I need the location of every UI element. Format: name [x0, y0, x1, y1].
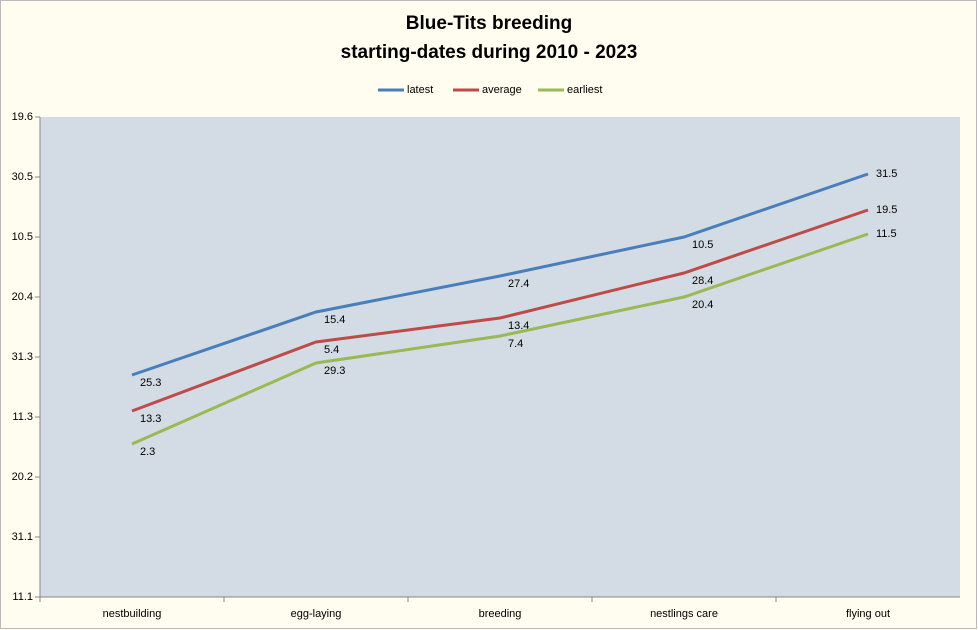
legend-label: earliest [567, 84, 602, 96]
data-label: 13.4 [508, 320, 529, 332]
x-tick-label: breeding [479, 608, 522, 620]
data-label: 28.4 [692, 275, 713, 287]
y-tick-label: 30.5 [12, 171, 33, 183]
data-label: 2.3 [140, 446, 155, 458]
chart-title: Blue-Tits breeding [406, 13, 572, 34]
chart-title: starting-dates during 2010 - 2023 [341, 42, 638, 63]
series-line [131, 172, 869, 377]
data-label: 5.4 [324, 344, 339, 356]
y-tick-label: 19.6 [12, 111, 33, 123]
data-label: 31.5 [876, 168, 897, 180]
y-tick-label: 10.5 [12, 231, 33, 243]
y-tick-label: 11.1 [12, 591, 33, 603]
y-tick-label: 31.3 [12, 351, 33, 363]
y-tick-label: 31.1 [12, 531, 33, 543]
data-label: 27.4 [508, 278, 529, 290]
x-tick-label: egg-laying [291, 608, 342, 620]
data-label: 15.4 [324, 314, 345, 326]
legend-label: latest [407, 84, 433, 96]
data-label: 7.4 [508, 338, 523, 350]
plot-area [40, 117, 960, 597]
x-tick-label: flying out [846, 608, 890, 620]
data-label: 20.4 [692, 299, 713, 311]
data-label: 13.3 [140, 413, 161, 425]
y-tick-label: 11.3 [12, 411, 33, 423]
series-line [131, 232, 869, 446]
x-tick-label: nestbuilding [103, 608, 162, 620]
x-tick-label: nestlings care [650, 608, 718, 620]
y-tick-label: 20.4 [12, 291, 33, 303]
data-label: 19.5 [876, 204, 897, 216]
data-label: 11.5 [876, 228, 897, 240]
data-label: 29.3 [324, 365, 345, 377]
data-label: 10.5 [692, 239, 713, 251]
series-line [131, 208, 869, 413]
legend-label: average [482, 84, 522, 96]
y-tick-label: 20.2 [12, 471, 33, 483]
data-label: 25.3 [140, 377, 161, 389]
